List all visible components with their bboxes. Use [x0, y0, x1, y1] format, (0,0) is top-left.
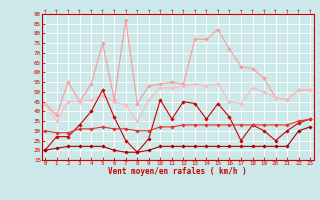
X-axis label: Vent moyen/en rafales ( km/h ): Vent moyen/en rafales ( km/h )	[108, 167, 247, 176]
